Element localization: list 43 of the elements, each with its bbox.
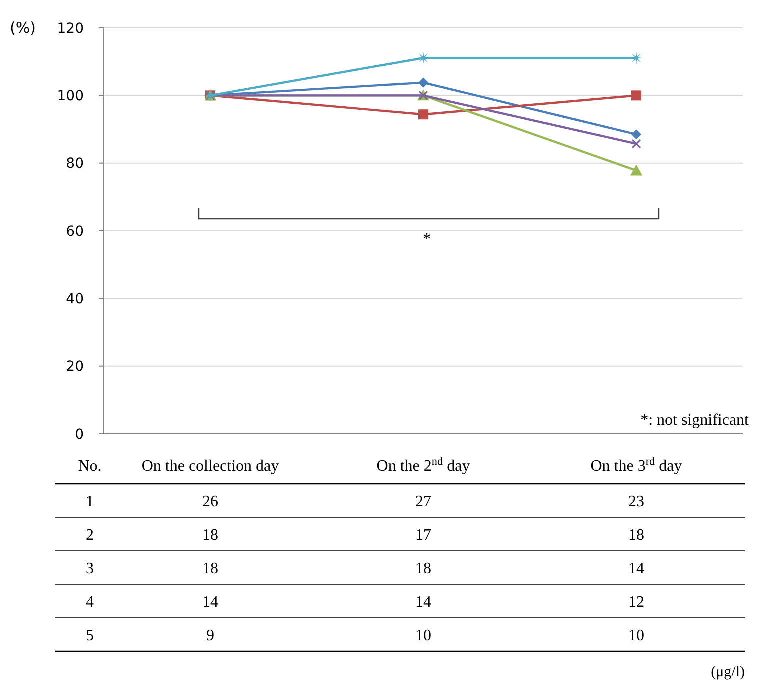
data-label: 14: [628, 560, 644, 578]
y-tick-label: 4: [86, 594, 94, 611]
data-label: 14: [202, 594, 218, 611]
data-label: 18: [202, 560, 218, 578]
y-tick-label: 20: [66, 359, 84, 376]
y-tick-label: 3: [86, 560, 94, 578]
y-tick-label: 0: [75, 426, 84, 443]
y-tick-label: 2: [86, 526, 94, 544]
y-tick-label: 5: [86, 627, 94, 644]
y-tick-label: 120: [57, 20, 84, 37]
y-tick-label: 1: [86, 493, 94, 510]
annotation: *: [423, 231, 431, 248]
data-label: 27: [416, 493, 432, 510]
data-label: 18: [202, 526, 218, 544]
point: [630, 52, 643, 65]
y-tick-label: 40: [66, 292, 84, 308]
x-tick-label: On the 2$^{nd}$ day: [376, 456, 470, 475]
point: [417, 52, 430, 65]
data-label: 10: [416, 627, 432, 644]
data-label: 23: [628, 493, 644, 510]
data-label: 14: [416, 594, 432, 611]
data-label: 10: [628, 627, 644, 644]
data-label: 17: [416, 526, 432, 544]
annotation: *: not significant: [640, 412, 750, 429]
point: [630, 164, 642, 176]
point: [418, 110, 428, 120]
y-axis-title: (%): [10, 19, 36, 37]
data-label: 26: [202, 493, 218, 510]
point: [632, 139, 642, 149]
text: (μg/l): [711, 664, 745, 680]
data-label: 18: [416, 560, 432, 578]
data-label: 12: [628, 594, 644, 611]
y-tick-label: 100: [57, 88, 84, 105]
x-tick-label: On the 3$^{rd}$ day: [590, 456, 682, 475]
data-label: 9: [206, 627, 214, 644]
point: [632, 130, 642, 140]
x-tick-label: On the collection day: [142, 458, 280, 475]
point: [632, 90, 642, 101]
point: [418, 78, 428, 88]
y-tick-label: 80: [66, 156, 84, 172]
y-axis-title: No.: [78, 458, 102, 475]
data-label: 18: [628, 526, 644, 544]
y-tick-label: 60: [66, 224, 84, 240]
